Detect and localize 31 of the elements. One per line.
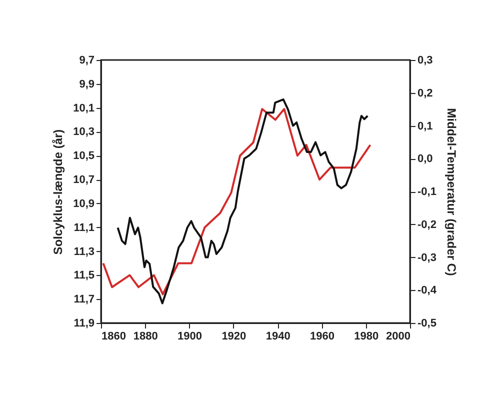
x-tick-label: 1980 <box>354 330 379 342</box>
y-tick-label: 10,9 <box>73 198 94 210</box>
y2-tick-label: -0,1 <box>418 186 436 198</box>
y-tick-label: 11,7 <box>74 294 94 306</box>
y2-tick-label: 0,3 <box>418 54 433 66</box>
y2-tick-label: 0,2 <box>418 87 433 100</box>
y2-tick-label: -0,3 <box>418 252 436 264</box>
y2-tick-label: -0,4 <box>418 284 438 297</box>
y-tick-label: 9,7 <box>79 54 94 66</box>
x-tick-label: 1960 <box>310 330 334 342</box>
x-tick-label: 1860 <box>102 330 126 342</box>
y-tick-label: 10,1 <box>73 102 94 114</box>
y2-tick-label: -0,2 <box>418 218 436 231</box>
y2-tick-label: 0,1 <box>418 120 433 132</box>
x-tick-label: 1920 <box>222 330 246 342</box>
x-tick-label: 1900 <box>178 330 202 342</box>
y-tick-label: 11,9 <box>74 318 94 330</box>
y-tick-label: 11,5 <box>74 270 94 282</box>
x-tick-label: 1940 <box>266 330 290 342</box>
y-tick-label: 11,3 <box>74 246 94 258</box>
y-tick-label: 11,1 <box>74 222 94 234</box>
y-axis-title: Solcyklus-længde (år) <box>51 129 66 255</box>
y2-axis-title: Middel-Temperatur (grader C) <box>444 108 458 276</box>
y-tick-label: 10,5 <box>73 150 94 162</box>
y2-tick-label: 0,0 <box>418 153 433 166</box>
x-tick-label: 2000 <box>386 330 410 342</box>
y-tick-label: 10,7 <box>73 174 94 186</box>
y2-tick-label: -0,5 <box>418 318 436 330</box>
x-tick-label: 1880 <box>133 330 158 342</box>
y-tick-label: 10,3 <box>73 126 94 138</box>
y-tick-label: 9,9 <box>79 78 94 90</box>
